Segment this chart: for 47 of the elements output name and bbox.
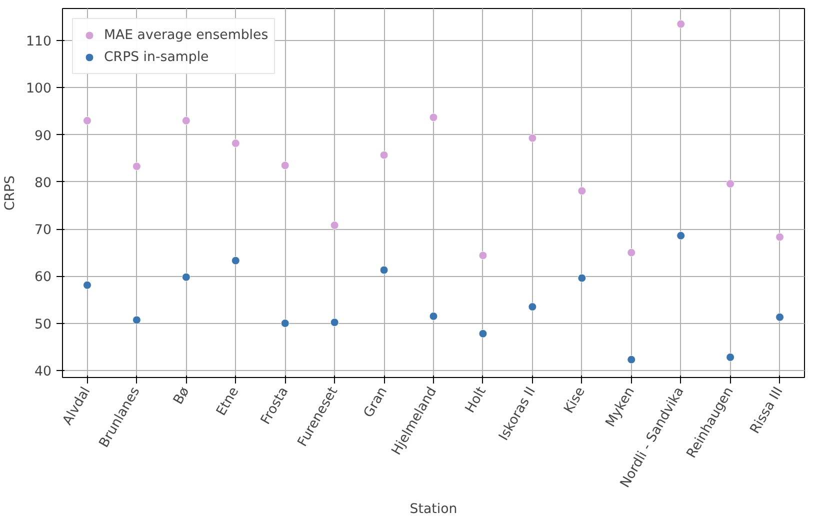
point: [182, 116, 190, 125]
point: [627, 355, 636, 364]
point: [132, 316, 141, 324]
y-tick-label: 90: [34, 128, 52, 144]
y-tick-label: 50: [34, 317, 52, 332]
point: [528, 134, 537, 142]
point: [676, 231, 686, 240]
x-axis-title: Station: [410, 502, 458, 518]
point: [280, 161, 290, 170]
x-tick-label: Kise: [562, 384, 588, 416]
point: [429, 312, 438, 320]
point: [478, 251, 488, 260]
x-tick-label: Gran: [361, 384, 391, 420]
point: [231, 256, 240, 265]
point: [578, 274, 586, 282]
legend-label: MAE average ensembles: [104, 28, 268, 42]
point: [528, 302, 537, 312]
y-axis-title: CRPS: [3, 175, 18, 211]
y-tick-label: 70: [34, 223, 52, 238]
legend-label: CRPS in-sample: [104, 50, 209, 64]
x-tick-label: Holt: [462, 384, 490, 416]
point: [726, 180, 735, 188]
y-tick-label: 100: [26, 82, 52, 97]
point: [182, 272, 190, 282]
point: [478, 329, 488, 338]
y-tick-label: 80: [34, 176, 52, 191]
y-tick-label: 60: [34, 270, 52, 286]
point: [429, 113, 438, 122]
y-tick-label: 110: [26, 34, 52, 50]
point: [776, 312, 784, 322]
x-tick-label: Bø: [171, 384, 193, 408]
point: [380, 150, 388, 160]
point: [330, 318, 339, 327]
point: [132, 162, 141, 171]
point: [627, 248, 636, 257]
point: [578, 186, 586, 196]
point: [726, 352, 735, 362]
y-tick-label: 40: [34, 364, 52, 380]
point: [380, 266, 388, 274]
point: [82, 116, 92, 125]
point: [82, 280, 92, 290]
point: [280, 319, 290, 328]
point: [676, 20, 686, 28]
point: [231, 139, 240, 148]
point: [330, 221, 339, 230]
point: [776, 232, 784, 242]
x-tick-label: Etne: [214, 384, 242, 419]
